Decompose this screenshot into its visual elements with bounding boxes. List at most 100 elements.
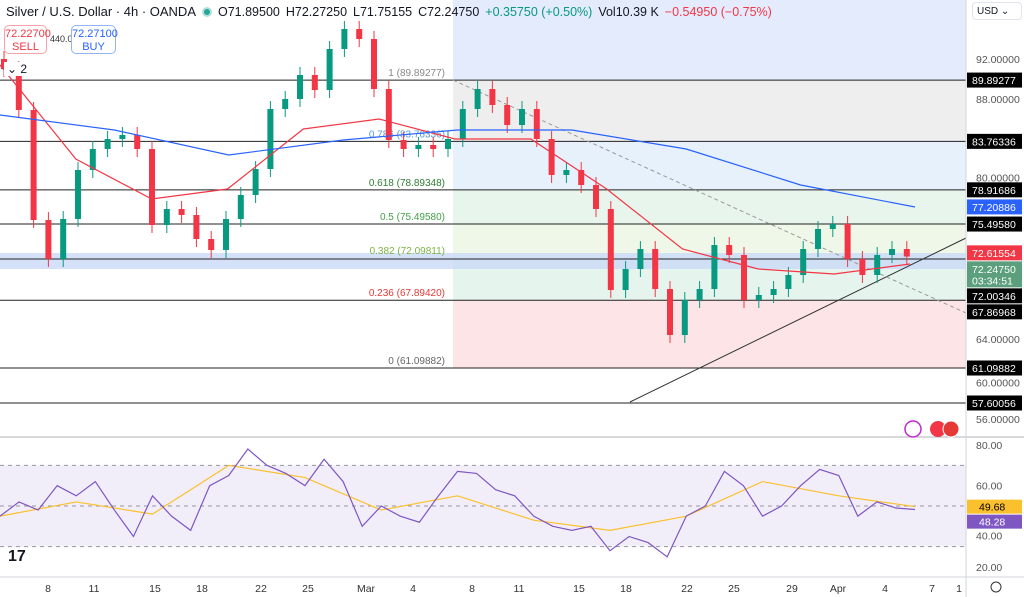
candle <box>563 170 570 175</box>
legend-toggle[interactable]: ⌄ 2 <box>4 62 31 76</box>
legend-count: 2 <box>20 62 28 76</box>
price-label-bg <box>967 245 1022 261</box>
candle <box>134 135 141 149</box>
buy-label: BUY <box>82 41 105 53</box>
candle <box>770 289 777 295</box>
time-tick: Apr <box>830 583 847 595</box>
time-tick: 22 <box>255 583 267 595</box>
price-label: 72.00346 <box>972 291 1016 303</box>
tradingview-logo: 17 <box>8 548 26 565</box>
time-tick: 4 <box>410 583 416 595</box>
price-tick: 64.00000 <box>976 334 1020 346</box>
candle <box>889 249 895 255</box>
candle <box>593 185 599 209</box>
time-tick: 15 <box>573 583 585 595</box>
candle <box>89 149 96 170</box>
candle <box>385 89 392 140</box>
price-label: 89.89277 <box>972 75 1016 87</box>
rsi-tick: 20.00 <box>976 562 1002 574</box>
candle <box>15 69 22 110</box>
price-label: 57.60056 <box>972 398 1016 410</box>
rsi-tick: 40.00 <box>976 531 1002 543</box>
price-label: 61.09882 <box>972 363 1016 375</box>
buy-button[interactable]: 72.27100 BUY <box>71 25 118 54</box>
candle <box>163 209 170 225</box>
time-tick: 8 <box>469 583 475 595</box>
flag-icon <box>930 421 946 437</box>
price-tick: 92.00000 <box>976 54 1020 66</box>
time-tick: 4 <box>882 583 888 595</box>
price-label-bg <box>967 288 1022 304</box>
price-label-bg <box>967 133 1022 149</box>
time-tick: 18 <box>620 583 632 595</box>
candle <box>400 140 407 149</box>
price-tick: 56.00000 <box>976 414 1020 426</box>
rsi-tick: 60.00 <box>976 481 1002 493</box>
price-label-bg <box>967 395 1022 411</box>
candle <box>696 289 703 300</box>
sell-button[interactable]: 72.22700 SELL <box>4 25 51 54</box>
candle <box>45 220 52 259</box>
price-label-bg <box>967 199 1022 215</box>
fib-label: 0 (61.09882) <box>388 356 445 367</box>
candle <box>430 145 437 149</box>
fib-zone <box>453 80 966 142</box>
candle <box>607 209 614 290</box>
candle <box>681 300 688 335</box>
ma-slow-line <box>0 114 916 208</box>
fib-zone <box>453 300 966 369</box>
candle <box>829 224 836 229</box>
candle <box>223 219 229 250</box>
candle <box>326 49 333 90</box>
fib-label: 0.236 (67.89420) <box>369 288 445 299</box>
sell-label: SELL <box>12 41 39 53</box>
candle <box>282 99 289 109</box>
rsi-label-bg <box>967 514 1022 529</box>
candle <box>578 170 585 185</box>
time-tick: 18 <box>196 583 208 595</box>
fib-label: 0.618 (78.89348) <box>369 178 445 189</box>
candle <box>859 259 866 275</box>
volume-change: −0.54950 (−0.75%) <box>664 4 772 19</box>
time-tick: 11 <box>89 583 100 595</box>
candle <box>237 195 244 219</box>
price-tick: 88.00000 <box>976 94 1020 106</box>
buy-price: 72.27100 <box>72 28 118 40</box>
sell-price: 72.22700 <box>5 28 51 40</box>
rsi-ma-line <box>0 464 916 531</box>
fib-zone-top <box>453 0 966 81</box>
rsi-label: 49.68 <box>979 502 1005 514</box>
candle <box>119 135 126 139</box>
ohlc-open: O71.89500 <box>218 4 280 19</box>
candle <box>726 245 733 255</box>
time-tick: 15 <box>149 583 161 595</box>
fib-label: 0.382 (72.09811) <box>370 246 445 257</box>
time-tick: 8 <box>45 583 51 595</box>
candle <box>903 249 910 257</box>
candle <box>297 75 303 99</box>
price-label-bg <box>967 72 1022 88</box>
currency-select[interactable]: USD ⌄ <box>972 2 1022 20</box>
ohlc-high: H72.27250 <box>285 4 348 19</box>
candle <box>533 109 540 139</box>
candle <box>371 39 377 89</box>
candle <box>311 75 318 90</box>
candle <box>637 249 644 269</box>
symbol-title[interactable]: Silver / U.S. Dollar · 4h · OANDA <box>6 4 196 19</box>
time-tick: 25 <box>728 583 740 595</box>
spread-value: 440.0 <box>50 34 73 44</box>
volume-value: Vol10.39 K <box>598 4 659 19</box>
time-tick: 1 <box>956 583 962 595</box>
candle <box>800 249 807 275</box>
time-tick: 22 <box>681 583 693 595</box>
rsi-label: 48.28 <box>979 517 1005 529</box>
currency-label: USD <box>977 6 999 17</box>
settings-icon <box>990 581 1002 593</box>
fib-zone <box>453 224 966 259</box>
candle <box>30 110 37 220</box>
candle <box>356 29 363 39</box>
ohlc-close: C72.24750 <box>418 4 480 19</box>
candle <box>815 229 821 249</box>
candle <box>104 139 111 149</box>
